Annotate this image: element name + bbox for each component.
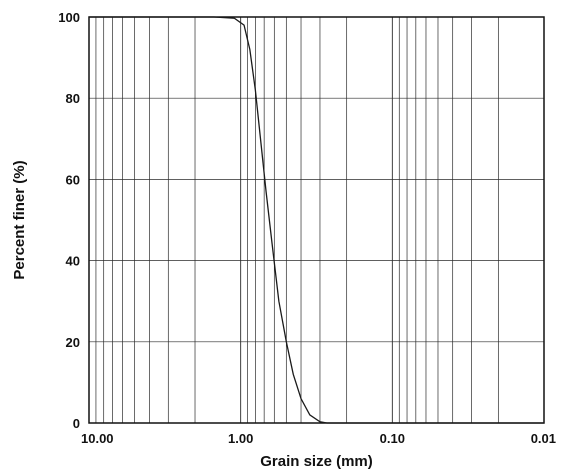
y-tick-label: 0 xyxy=(73,416,80,431)
y-tick-label: 40 xyxy=(66,254,80,269)
y-axis-label: Percent finer (%) xyxy=(11,160,28,279)
tick-labels: 0 20 40 60 80 100 10.00 1.00 0.10 0.01 xyxy=(58,10,556,446)
y-tick-label: 100 xyxy=(58,10,80,25)
series-line xyxy=(89,16,544,424)
y-tick-label: 20 xyxy=(66,335,80,350)
grid-lines xyxy=(89,17,544,423)
x-axis-label: Grain size (mm) xyxy=(260,453,373,470)
y-tick-label: 60 xyxy=(66,172,80,187)
plot-frame xyxy=(88,16,545,424)
x-tick-label: 10.00 xyxy=(81,431,114,446)
x-tick-label: 0.01 xyxy=(531,431,556,446)
y-tick-label: 80 xyxy=(66,91,80,106)
x-tick-label: 1.00 xyxy=(228,431,253,446)
x-tick-label: 0.10 xyxy=(380,431,405,446)
